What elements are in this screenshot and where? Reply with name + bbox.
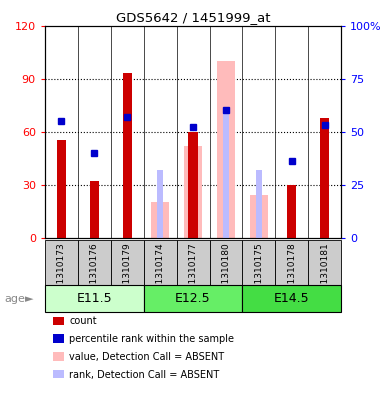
Text: E14.5: E14.5 bbox=[274, 292, 310, 305]
Text: GSM1310180: GSM1310180 bbox=[222, 242, 230, 303]
Bar bbox=[45, 285, 144, 312]
Bar bbox=[184, 146, 202, 238]
Title: GDS5642 / 1451999_at: GDS5642 / 1451999_at bbox=[116, 11, 270, 24]
Bar bbox=[287, 185, 296, 238]
Bar bbox=[243, 240, 275, 285]
Bar bbox=[122, 73, 132, 238]
Text: ►: ► bbox=[25, 294, 33, 304]
Bar bbox=[275, 240, 308, 285]
Bar bbox=[144, 285, 243, 312]
Bar bbox=[256, 170, 262, 238]
Text: GSM1310174: GSM1310174 bbox=[156, 242, 165, 303]
Bar bbox=[250, 195, 268, 238]
Bar bbox=[111, 240, 144, 285]
Bar bbox=[223, 110, 229, 238]
Text: GSM1310173: GSM1310173 bbox=[57, 242, 66, 303]
Bar bbox=[217, 61, 235, 238]
Bar bbox=[45, 240, 78, 285]
Bar bbox=[308, 240, 341, 285]
Bar bbox=[188, 132, 198, 238]
Text: GSM1310181: GSM1310181 bbox=[320, 242, 329, 303]
Text: count: count bbox=[69, 316, 97, 327]
Text: GSM1310178: GSM1310178 bbox=[287, 242, 296, 303]
Text: value, Detection Call = ABSENT: value, Detection Call = ABSENT bbox=[69, 352, 224, 362]
Bar bbox=[243, 285, 341, 312]
Bar bbox=[57, 140, 66, 238]
Bar bbox=[209, 240, 243, 285]
Text: rank, Detection Call = ABSENT: rank, Detection Call = ABSENT bbox=[69, 369, 219, 380]
Bar bbox=[177, 240, 209, 285]
Bar bbox=[320, 118, 330, 238]
Text: GSM1310179: GSM1310179 bbox=[123, 242, 132, 303]
Bar bbox=[144, 240, 177, 285]
Text: GSM1310175: GSM1310175 bbox=[254, 242, 263, 303]
Text: E12.5: E12.5 bbox=[175, 292, 211, 305]
Text: percentile rank within the sample: percentile rank within the sample bbox=[69, 334, 234, 344]
Bar bbox=[151, 202, 169, 238]
Text: E11.5: E11.5 bbox=[76, 292, 112, 305]
Bar bbox=[90, 181, 99, 238]
Bar bbox=[78, 240, 111, 285]
Bar bbox=[157, 170, 163, 238]
Text: GSM1310177: GSM1310177 bbox=[188, 242, 198, 303]
Text: age: age bbox=[4, 294, 25, 304]
Text: GSM1310176: GSM1310176 bbox=[90, 242, 99, 303]
